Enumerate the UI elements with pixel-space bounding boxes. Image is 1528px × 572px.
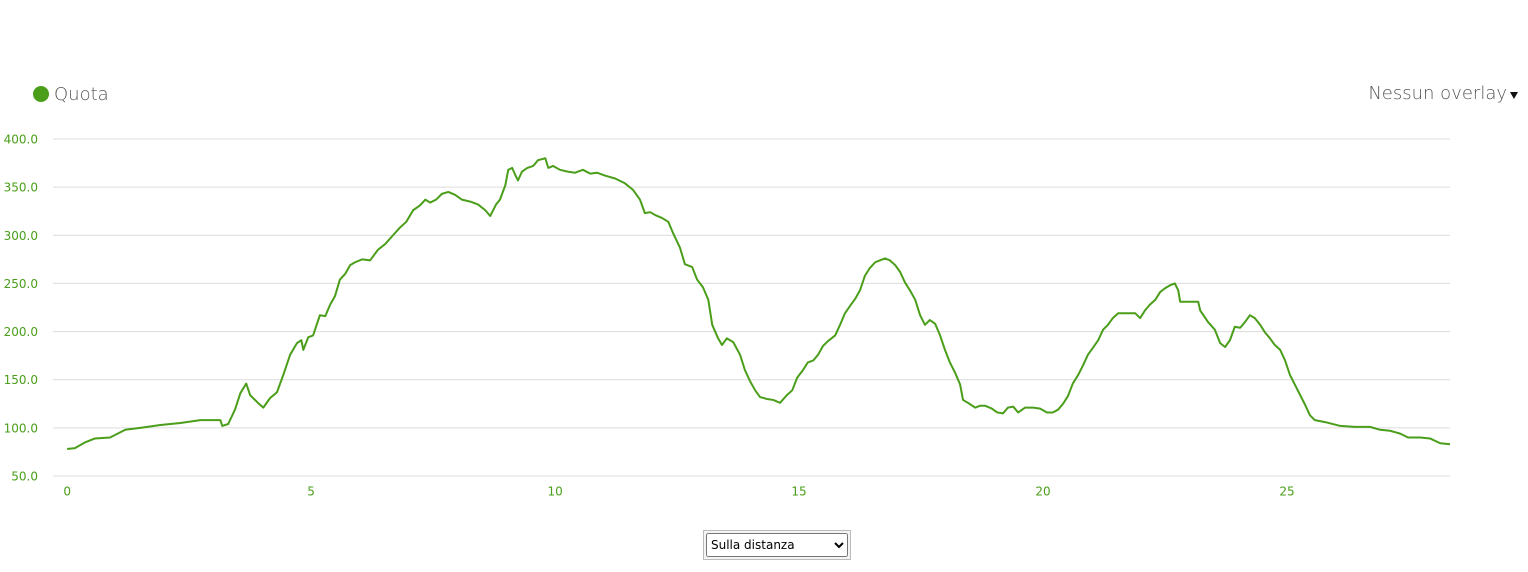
mode-select[interactable]: Sulla distanza xyxy=(706,533,848,557)
y-tick-label: 350.0 xyxy=(4,181,38,195)
y-tick-label: 300.0 xyxy=(4,229,38,243)
x-tick-label: 5 xyxy=(307,485,315,499)
dropdown-arrow[interactable] xyxy=(1510,92,1518,99)
mode-select-wrap: Sulla distanza xyxy=(703,530,851,560)
x-tick-label: 20 xyxy=(1035,485,1050,499)
x-tick-label: 10 xyxy=(547,485,562,499)
y-tick-label: 400.0 xyxy=(4,133,38,147)
legend-marker xyxy=(33,86,49,102)
x-tick-label: 15 xyxy=(791,485,806,499)
overlay-menu[interactable]: Nessun overlay xyxy=(1368,83,1507,104)
x-tick-label: 0 xyxy=(63,485,71,499)
y-tick-label: 250.0 xyxy=(4,277,38,291)
elevation-line xyxy=(67,157,1451,451)
y-tick-label: 100.0 xyxy=(4,421,38,435)
y-tick-label: 150.0 xyxy=(4,373,38,387)
legend-label: Quota xyxy=(54,84,109,105)
y-tick-label: 50.0 xyxy=(11,470,38,484)
y-tick-label: 200.0 xyxy=(4,325,38,339)
x-tick-label: 25 xyxy=(1279,485,1294,499)
